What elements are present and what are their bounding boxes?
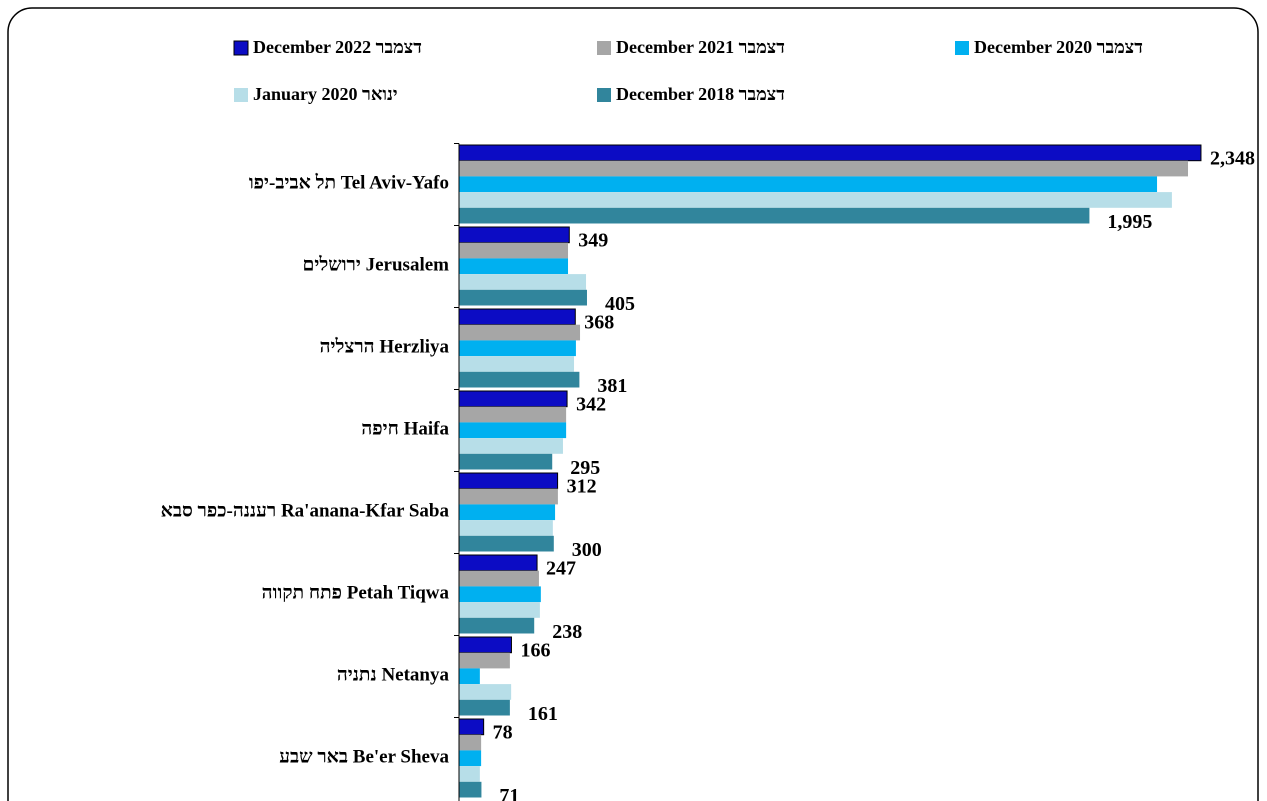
value-label: 405 [605, 293, 635, 315]
value-label: 166 [520, 639, 550, 661]
category-label: הרצליה Herzliya [320, 337, 450, 358]
category-label: באר שבע Be'er Sheva [279, 747, 449, 768]
bar [459, 652, 510, 669]
bar [459, 520, 553, 536]
bar [459, 438, 563, 454]
bar [459, 504, 556, 521]
value-label: 295 [570, 457, 600, 479]
bar [458, 390, 568, 408]
bar [459, 207, 1090, 224]
bar [459, 192, 1172, 208]
bar [459, 289, 587, 306]
bar [459, 340, 576, 357]
bar [458, 636, 512, 654]
legend-label: December 2022 דצמבר [253, 37, 422, 57]
bar [459, 274, 587, 290]
bar [458, 718, 485, 736]
bar [459, 586, 541, 603]
category-label: ירושלים Jerusalem [303, 255, 450, 276]
bar [459, 356, 575, 372]
bar [459, 258, 569, 275]
bar [458, 144, 1202, 162]
legend-swatch [597, 88, 611, 102]
value-label: 1,995 [1107, 211, 1152, 233]
bar [459, 422, 567, 439]
bar [459, 734, 482, 751]
bar [459, 535, 554, 552]
category-label: תל אביב-יפו Tel Aviv-Yafo [249, 173, 449, 194]
legend-swatch [597, 41, 611, 55]
value-label: 238 [552, 621, 582, 643]
bar [459, 617, 535, 634]
bar [459, 371, 580, 388]
bar [459, 750, 482, 767]
bar [459, 453, 553, 470]
bar [459, 602, 540, 618]
value-label: 342 [576, 393, 606, 415]
frame [7, 7, 1259, 801]
bar [458, 472, 559, 490]
category-label: נתניה Netanya [337, 665, 450, 686]
bar [459, 488, 558, 505]
legend-label: December 2018 דצמבר [616, 84, 785, 104]
bar [459, 781, 482, 798]
bar [458, 308, 576, 326]
category-label: רעננה-כפר סבא Ra'anana-Kfar Saba [161, 501, 450, 522]
bar [459, 406, 567, 423]
value-label: 2,348 [1210, 147, 1255, 169]
bar [459, 160, 1189, 177]
bar [459, 324, 581, 341]
bar [459, 668, 480, 685]
category-label: פתח תקווה Petah Tiqwa [262, 583, 450, 604]
legend-swatch [234, 88, 248, 102]
legend-swatch [955, 41, 969, 55]
value-label: 71 [499, 785, 519, 801]
value-label: 312 [567, 475, 597, 497]
value-label: 78 [493, 721, 513, 743]
value-label: 349 [578, 229, 608, 251]
bar [459, 242, 569, 259]
value-label: 368 [584, 311, 614, 333]
value-label: 381 [597, 375, 627, 397]
legend-swatch [233, 40, 249, 56]
legend-label: January 2020 ינואר [253, 84, 398, 104]
bar [459, 684, 512, 700]
legend-label: December 2021 דצמבר [616, 37, 785, 57]
value-label: 161 [528, 703, 558, 725]
bar [459, 699, 510, 716]
bar [459, 570, 539, 587]
value-label: 300 [572, 539, 602, 561]
category-label: חיפה Haifa [361, 419, 449, 440]
bar [459, 766, 480, 782]
bar [458, 554, 538, 572]
bar [459, 176, 1158, 193]
value-label: 247 [546, 557, 576, 579]
legend-label: December 2020 דצמבר [974, 37, 1143, 57]
bar [458, 226, 570, 244]
